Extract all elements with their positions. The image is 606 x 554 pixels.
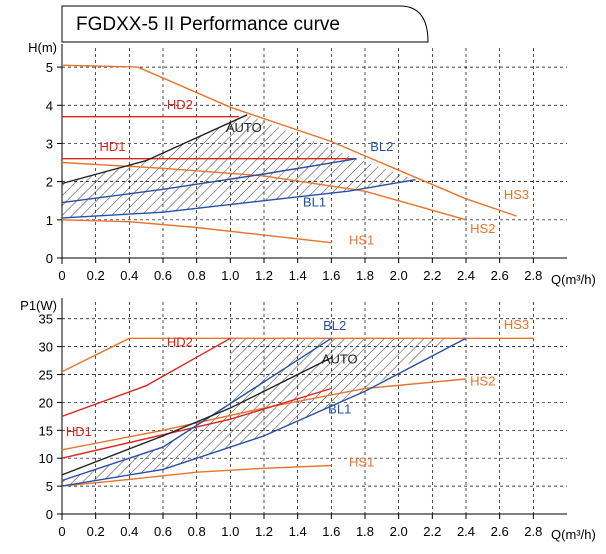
y-tick-label: 20 — [39, 395, 53, 410]
y-tick-label: 10 — [39, 451, 53, 466]
y-tick-label: 0 — [46, 507, 53, 522]
series-label-bl1: BL1 — [328, 402, 351, 417]
series-label-hd2: HD2 — [167, 335, 193, 350]
x-tick-label: 1.2 — [255, 268, 273, 283]
x-tick-label: 0.2 — [87, 268, 105, 283]
x-tick-label: 1.0 — [221, 268, 239, 283]
x-tick-label: 0.6 — [154, 268, 172, 283]
series-label-bl2: BL2 — [323, 318, 346, 333]
series-line-hd2 — [62, 338, 230, 416]
series-label-bl1: BL1 — [303, 194, 326, 209]
series-label-hd1: HD1 — [99, 139, 125, 154]
x-tick-label: 1.4 — [289, 524, 307, 539]
series-label-auto: AUTO — [226, 120, 262, 135]
y-axis-label: P1(W) — [20, 298, 57, 313]
series-label-hd2: HD2 — [167, 97, 193, 112]
x-tick-label: 1.4 — [289, 268, 307, 283]
y-tick-label: 1 — [46, 213, 53, 228]
y-axis-label: H(m) — [28, 40, 57, 55]
chart-panel-2: 0 0.2 0.4 0.6 0.8 1.0 1.2 1.4 1.6 1.8 2.0 2.2 2.4 2.6… — [20, 298, 596, 542]
chart-panel-1: 0 0.2 0.4 0.6 0.8 1.0 1.2 1.4 1.6 1.8 2.0 2.2 2.4 2.6… — [28, 40, 596, 287]
series-label-hs2: HS2 — [470, 221, 495, 236]
series-label-hs1: HS1 — [349, 455, 374, 470]
x-tick-label: 1.6 — [322, 524, 340, 539]
x-tick-label: 2.0 — [390, 268, 408, 283]
x-tick-label: 0.8 — [188, 524, 206, 539]
series-label-hs3: HS3 — [504, 317, 529, 332]
x-tick-label: 1.8 — [356, 268, 374, 283]
x-tick-label: 0.4 — [120, 268, 138, 283]
x-tick-label: 0.2 — [87, 524, 105, 539]
x-tick-label: 1.6 — [322, 268, 340, 283]
y-tick-label: 35 — [39, 312, 53, 327]
x-tick-label: 0.4 — [120, 524, 138, 539]
chart-title: FGDXX-5 II Performance curve — [76, 14, 340, 35]
y-tick-label: 0 — [46, 251, 53, 266]
x-tick-label: 2.6 — [491, 268, 509, 283]
x-tick-label: 2.4 — [457, 524, 475, 539]
x-tick-label: 2.8 — [524, 268, 542, 283]
y-tick-label: 15 — [39, 423, 53, 438]
x-tick-label: 2.6 — [491, 524, 509, 539]
x-tick-label: 2.0 — [390, 524, 408, 539]
series-label-bl2: BL2 — [370, 139, 393, 154]
x-tick-label: 2.8 — [524, 524, 542, 539]
x-tick-label: 1.8 — [356, 524, 374, 539]
x-axis-label: Q(m³/h) — [551, 527, 596, 542]
y-tick-label: 25 — [39, 368, 53, 383]
series-label-hs2: HS2 — [470, 374, 495, 389]
series-label-hd1: HD1 — [66, 424, 92, 439]
series-label-hs3: HS3 — [504, 187, 529, 202]
y-tick-label: 2 — [46, 175, 53, 190]
x-tick-label: 2.2 — [423, 268, 441, 283]
series-label-auto: AUTO — [322, 351, 358, 366]
x-tick-label: 1.2 — [255, 524, 273, 539]
y-tick-label: 30 — [39, 340, 53, 355]
x-tick-label: 0 — [58, 268, 65, 283]
y-tick-label: 4 — [46, 98, 53, 113]
x-tick-label: 2.4 — [457, 268, 475, 283]
x-tick-label: 0.6 — [154, 524, 172, 539]
series-label-hs1: HS1 — [349, 233, 374, 248]
y-tick-label: 3 — [46, 136, 53, 151]
x-tick-label: 0 — [58, 524, 65, 539]
x-tick-label: 1.0 — [221, 524, 239, 539]
x-tick-label: 2.2 — [423, 524, 441, 539]
x-tick-label: 0.8 — [188, 268, 206, 283]
y-tick-label: 5 — [46, 479, 53, 494]
y-tick-label: 5 — [46, 60, 53, 75]
x-axis-label: Q(m³/h) — [551, 272, 596, 287]
